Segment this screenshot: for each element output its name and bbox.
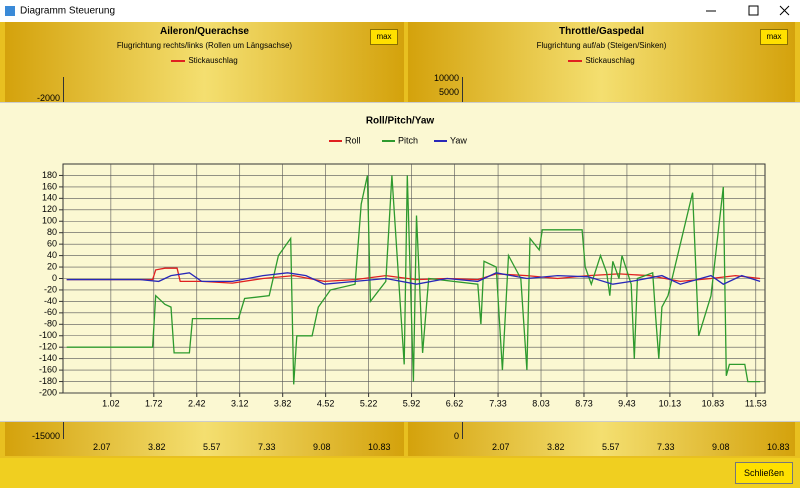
x-tick-label: 10.83 <box>767 442 790 452</box>
x-tick-label: 5.57 <box>203 442 221 452</box>
y-tick-label: -80 <box>44 319 57 329</box>
x-tick-label: 11.53 <box>745 398 767 408</box>
x-tick-label: 8.03 <box>532 398 550 408</box>
y-tick-label: 180 <box>42 170 57 180</box>
x-tick-label: 3.12 <box>231 398 249 408</box>
x-tick-label: 10.83 <box>368 442 391 452</box>
y-tick-label: 60 <box>47 239 57 249</box>
x-tick-label: 4.52 <box>317 398 335 408</box>
close-button[interactable]: Schließen <box>735 462 793 484</box>
x-tick-label: 10.83 <box>702 398 725 408</box>
panel-legend: Stickauschlag <box>408 56 795 65</box>
y-tick-label: -20 <box>44 284 57 294</box>
y-tick-label: -60 <box>44 307 57 317</box>
x-tick-label: 9.08 <box>712 442 730 452</box>
y-tick-label: 140 <box>42 193 57 203</box>
x-tick-label: 10.13 <box>659 398 682 408</box>
window-title: Diagramm Steuerung <box>20 6 115 17</box>
y-tick-label: 80 <box>47 227 57 237</box>
y-tick-label: -200 <box>39 387 57 397</box>
y-tick-label: 5000 <box>438 87 459 97</box>
roll-pitch-yaw-panel: Roll/Pitch/Yaw -200 -180 -160 -140 -120 -100-… <box>0 102 800 422</box>
legend-label: Yaw <box>450 135 467 145</box>
y-tick-label: -140 <box>39 353 57 363</box>
x-tick-label: 7.33 <box>489 398 507 408</box>
y-tick-label: -2000 <box>36 93 60 103</box>
close-x-button[interactable] <box>779 5 790 16</box>
legend-label: Roll <box>345 135 361 145</box>
x-tick-label: 7.33 <box>657 442 675 452</box>
legend-text: Stickauschlag <box>585 56 635 65</box>
app-icon <box>5 6 15 16</box>
y-tick-label: -15000 <box>31 431 60 441</box>
x-tick-label: 3.82 <box>547 442 565 452</box>
y-tick-label: 20 <box>47 261 57 271</box>
title-bar: Diagramm Steuerung <box>0 0 800 22</box>
y-tick-label: 10000 <box>433 73 459 83</box>
chart-title: Roll/Pitch/Yaw <box>366 116 435 127</box>
panel-subtitle: Flugrichtung rechts/links (Rollen um Län… <box>116 41 293 50</box>
max-button[interactable]: max <box>370 29 398 45</box>
x-tick-label: 9.08 <box>313 442 331 452</box>
x-tick-label: 5.92 <box>403 398 421 408</box>
legend-label: Pitch <box>398 135 418 145</box>
x-tick-label: 2.07 <box>93 442 111 452</box>
y-tick-label: -160 <box>39 364 57 374</box>
x-tick-label: 5.22 <box>360 398 378 408</box>
x-tick-label: 5.57 <box>602 442 620 452</box>
x-tick-label: 1.72 <box>145 398 163 408</box>
title-bar-graphics: Diagramm Steuerung <box>5 5 790 17</box>
y-tick-label: -100 <box>39 330 57 340</box>
series-line <box>66 272 761 285</box>
max-button[interactable]: max <box>760 29 788 45</box>
y-tick-label: 160 <box>42 181 57 191</box>
x-tick-label: 3.82 <box>148 442 166 452</box>
y-tick-label: -180 <box>39 376 57 386</box>
x-tick-label: 3.82 <box>274 398 292 408</box>
panel-subtitle: Flugrichtung auf/ab (Steigen/Sinken) <box>536 41 667 50</box>
chart: Roll/Pitch/Yaw -200-180-160-140-120-100-… <box>39 116 767 409</box>
panel-legend: Stickauschlag <box>5 56 404 65</box>
panel-title: Aileron/Querachse <box>160 26 249 37</box>
x-tick-label: 9.43 <box>618 398 636 408</box>
x-tick-label: 8.73 <box>575 398 593 408</box>
x-tick-label: 2.42 <box>188 398 206 408</box>
y-tick-label: 0 <box>52 273 57 283</box>
x-tick-label: 7.33 <box>258 442 276 452</box>
x-tick-label: 6.62 <box>446 398 464 408</box>
y-tick-label: 40 <box>47 250 57 260</box>
legend-text: Stickauschlag <box>188 56 238 65</box>
x-tick-label: 1.02 <box>102 398 120 408</box>
x-tick-label: 2.07 <box>492 442 510 452</box>
bottom-bar: Schließen <box>0 458 800 488</box>
y-tick-label: 100 <box>42 216 57 226</box>
y-tick-label: -40 <box>44 296 57 306</box>
y-tick-label: 0 <box>453 431 459 441</box>
series-line <box>66 175 761 385</box>
y-tick-label: 120 <box>42 204 57 214</box>
panel-title: Throttle/Gaspedal <box>558 26 644 37</box>
maximize-button[interactable] <box>748 5 759 16</box>
y-tick-label: -120 <box>39 342 57 352</box>
